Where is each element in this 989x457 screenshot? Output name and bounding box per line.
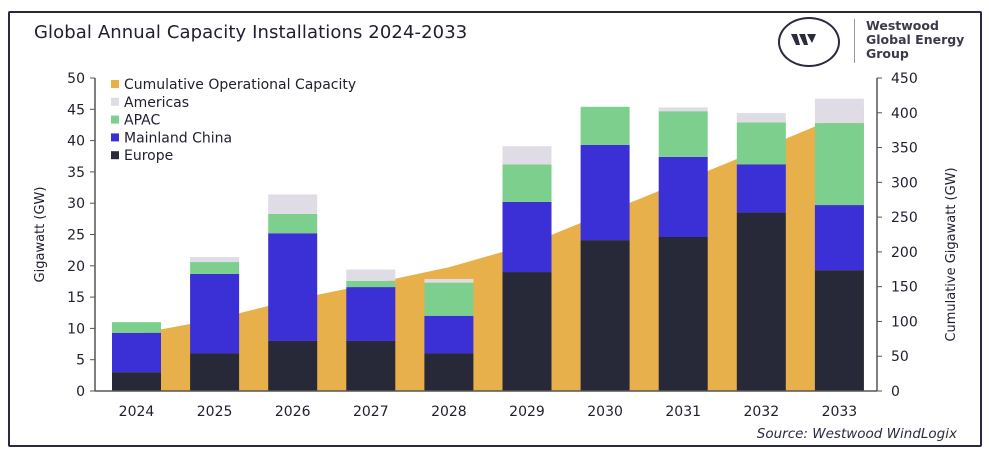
legend-background <box>104 74 394 168</box>
logo-line-1: Westwood <box>866 18 939 33</box>
y2-axis-label: Cumulative Gigawatt (GW) <box>944 167 959 341</box>
y-tick-label: 0 <box>76 384 85 400</box>
bar-mainland-china-2025 <box>190 273 240 354</box>
legend-swatch <box>111 80 119 88</box>
bar-mainland-china-2033 <box>814 205 864 271</box>
bar-americas-2033 <box>814 98 864 124</box>
x-tick-label: 2033 <box>822 404 858 420</box>
bar-americas-2028 <box>424 278 474 283</box>
y2-tick-label: 250 <box>891 210 918 226</box>
bar-europe-2033 <box>814 270 864 391</box>
logo-line-3: Group <box>866 46 909 61</box>
bar-apac-2030 <box>580 106 630 145</box>
legend-swatch <box>111 133 119 142</box>
x-tick-label: 2031 <box>665 404 701 420</box>
y2-tick-label: 100 <box>891 314 918 330</box>
y-tick-label: 20 <box>67 259 85 275</box>
bar-europe-2032 <box>736 212 786 391</box>
chart-frame <box>8 11 982 447</box>
bar-apac-2025 <box>190 262 240 274</box>
y2-tick-label: 450 <box>891 71 918 87</box>
y2-tick-label: 400 <box>891 106 918 122</box>
y-tick-label: 15 <box>67 290 85 306</box>
bar-americas-2032 <box>736 113 786 123</box>
x-tick-label: 2028 <box>431 404 467 420</box>
bar-americas-2025 <box>190 257 240 263</box>
westwood-logo: Westwood Global Energy Group <box>772 13 972 68</box>
legend-swatch <box>111 115 119 124</box>
y-tick-label: 45 <box>67 102 85 118</box>
bar-mainland-china-2031 <box>658 156 708 238</box>
legend-swatch <box>111 97 119 106</box>
bar-americas-2026 <box>268 194 318 214</box>
bar-americas-2029 <box>502 146 552 165</box>
logo-divider <box>854 19 855 63</box>
bar-europe-2024 <box>112 372 161 391</box>
y-tick-label: 30 <box>67 196 85 212</box>
legend-item: Americas <box>124 95 189 111</box>
bar-apac-2029 <box>502 164 552 202</box>
legend-item: Cumulative Operational Capacity <box>124 77 356 93</box>
bar-americas-2031 <box>658 107 708 112</box>
bar-apac-2028 <box>424 282 474 316</box>
bar-americas-2027 <box>346 269 396 281</box>
logo-circle-icon <box>778 17 840 67</box>
x-tick-label: 2027 <box>353 404 389 420</box>
bar-mainland-china-2032 <box>736 164 786 213</box>
y2-tick-label: 200 <box>891 245 918 261</box>
bar-europe-2027 <box>346 340 396 391</box>
bar-europe-2025 <box>190 353 240 391</box>
bar-europe-2026 <box>268 340 318 391</box>
x-tick-label: 2032 <box>743 404 779 420</box>
bar-mainland-china-2029 <box>502 201 552 273</box>
bar-europe-2029 <box>502 272 552 391</box>
y2-tick-label: 0 <box>891 384 900 400</box>
y-tick-label: 35 <box>67 165 85 181</box>
y2-tick-label: 350 <box>891 141 918 157</box>
logo-line-2: Global Energy <box>866 32 965 47</box>
bar-mainland-china-2028 <box>424 315 474 354</box>
y-tick-label: 10 <box>67 321 85 337</box>
x-tick-label: 2026 <box>275 404 311 420</box>
x-tick-label: 2025 <box>197 404 233 420</box>
legend-item: Mainland China <box>124 130 232 146</box>
bar-apac-2024 <box>112 322 161 333</box>
bar-apac-2031 <box>658 111 708 157</box>
bar-mainland-china-2026 <box>268 233 318 341</box>
bar-apac-2033 <box>814 123 864 206</box>
y2-tick-label: 300 <box>891 175 918 191</box>
bar-europe-2030 <box>580 240 630 391</box>
bar-mainland-china-2027 <box>346 287 396 341</box>
bar-europe-2031 <box>658 237 708 391</box>
source-note: Source: Westwood WindLogix <box>756 426 957 442</box>
bar-mainland-china-2024 <box>112 332 161 373</box>
bar-mainland-china-2030 <box>580 144 630 241</box>
logo-text: Westwood Global Energy Group <box>866 19 964 61</box>
y-tick-label: 25 <box>67 228 85 244</box>
bar-apac-2032 <box>736 122 786 165</box>
y-axis-label: Gigawatt (GW) <box>33 187 48 283</box>
y-tick-label: 50 <box>67 71 85 87</box>
legend-item: Europe <box>124 148 173 164</box>
x-tick-label: 2024 <box>119 404 155 420</box>
bar-apac-2027 <box>346 280 396 288</box>
bar-europe-2028 <box>424 353 474 391</box>
bar-apac-2026 <box>268 213 318 234</box>
chart-title: Global Annual Capacity Installations 202… <box>34 22 468 43</box>
y2-tick-label: 50 <box>891 349 909 365</box>
legend-swatch <box>111 151 119 160</box>
x-tick-label: 2029 <box>509 404 545 420</box>
y2-tick-label: 150 <box>891 280 918 296</box>
y-tick-label: 40 <box>67 134 85 150</box>
x-tick-label: 2030 <box>587 404 623 420</box>
legend-item: APAC <box>124 113 160 129</box>
logo-w-icon <box>791 34 816 45</box>
y-tick-label: 5 <box>76 353 85 369</box>
